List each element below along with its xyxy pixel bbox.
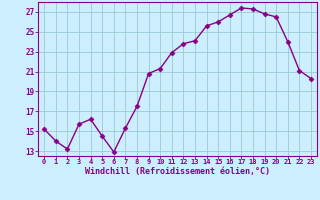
X-axis label: Windchill (Refroidissement éolien,°C): Windchill (Refroidissement éolien,°C) xyxy=(85,167,270,176)
